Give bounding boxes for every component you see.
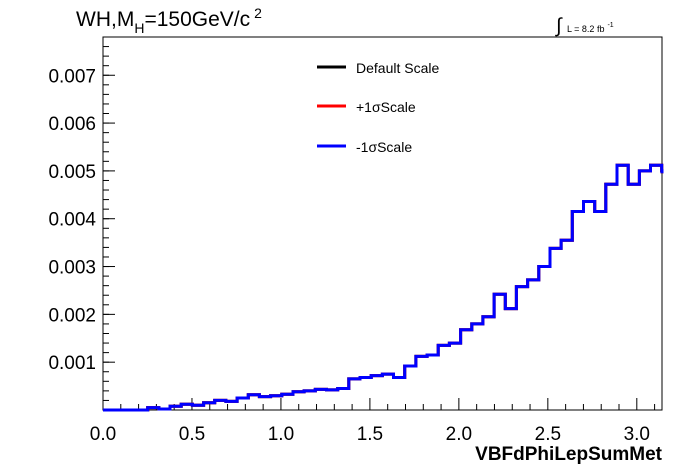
histogram-series [103,163,664,412]
legend: Default Scale +1σScale -1σScale [317,60,439,155]
lumi-label: L = 8.2 fb -1 [567,22,614,34]
plot-frame [102,36,663,411]
x-axis-label: VBFdPhiLepSumMet [475,444,663,465]
x-tick-label: 0.5 [179,424,205,445]
legend-label-minus1sigma: -1σScale [356,139,412,155]
x-tick-label: 2.5 [535,424,561,445]
y-tick-label: 0.003 [48,258,96,279]
x-tick-label: 0.0 [90,424,116,445]
y-tick-label: 0.002 [48,305,96,326]
x-tick-label: 2.0 [446,424,472,445]
lumi-integral-symbol: ∫ [555,15,563,37]
x-tick-label: 1.5 [357,424,383,445]
legend-label-default: Default Scale [356,60,439,76]
y-axis-ticks: 0.001 0.002 0.003 0.004 0.005 0.006 0.007 [48,36,115,401]
x-tick-label: 1.0 [268,424,294,445]
x-tick-label: 3.0 [624,424,650,445]
series-line-2 [103,163,664,412]
y-tick-label: 0.004 [48,210,96,231]
y-tick-label: 0.006 [48,114,96,135]
y-tick-label: 0.001 [48,353,96,374]
legend-label-plus1sigma: +1σScale [356,99,416,115]
y-tick-label: 0.007 [48,66,96,87]
y-tick-label: 0.005 [48,162,96,183]
chart-title: WH,MH=150GeV/c 2 [76,5,262,36]
x-axis-ticks: 0.0 0.5 1.0 1.5 2.0 2.5 3.0 [90,398,656,445]
